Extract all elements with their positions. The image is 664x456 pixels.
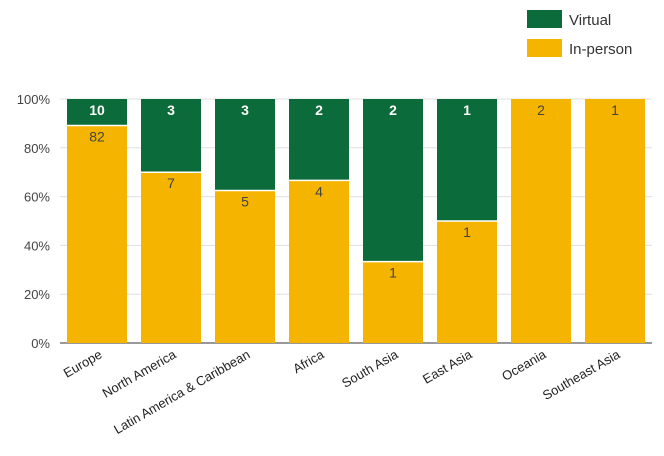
data-label-in-person: 1 <box>611 102 619 118</box>
bar-virtual <box>141 99 201 173</box>
data-label-virtual: 3 <box>167 102 175 118</box>
data-label-in-person: 1 <box>389 265 397 281</box>
bar-virtual <box>215 99 275 191</box>
bar-in-person <box>215 190 275 343</box>
bar-virtual <box>363 99 423 262</box>
bar-in-person <box>289 180 349 343</box>
legend-swatch <box>527 10 562 28</box>
category-label: Latin America & Caribbean <box>111 347 252 437</box>
category-label: Oceania <box>499 346 549 384</box>
y-tick-label: 20% <box>24 287 50 302</box>
data-label-in-person: 5 <box>241 194 249 210</box>
category-label: South Asia <box>339 346 401 390</box>
data-label-virtual: 3 <box>241 102 249 118</box>
bar-virtual <box>289 99 349 181</box>
data-label-in-person: 7 <box>167 175 175 191</box>
y-tick-label: 40% <box>24 238 50 253</box>
data-label-in-person: 4 <box>315 183 323 199</box>
category-label: Africa <box>290 346 327 376</box>
bar-in-person <box>511 99 571 343</box>
bar-in-person <box>363 261 423 343</box>
y-tick-label: 80% <box>24 141 50 156</box>
bar-virtual <box>67 99 127 126</box>
category-label: East Asia <box>420 346 475 386</box>
bar-in-person <box>67 125 127 344</box>
bar-in-person <box>141 172 201 343</box>
data-label-in-person: 2 <box>537 102 545 118</box>
legend-entry: Virtual <box>569 12 611 29</box>
y-tick-label: 0% <box>31 336 50 351</box>
data-label-virtual: 10 <box>89 102 105 118</box>
category-label: Europe <box>61 347 105 381</box>
legend-entry: In-person <box>569 41 632 58</box>
data-label-virtual: 2 <box>389 102 397 118</box>
data-label-virtual: 2 <box>315 102 323 118</box>
legend-swatch <box>527 39 562 57</box>
bars: 10 82 3 7 3 5 2 4 2 1 1 1 2 1 <box>67 99 645 344</box>
category-label: Southeast Asia <box>540 346 623 403</box>
y-tick-label: 100% <box>17 92 51 107</box>
data-label-in-person: 1 <box>463 224 471 240</box>
bar-in-person <box>585 99 645 343</box>
y-tick-label: 60% <box>24 190 50 205</box>
data-label-virtual: 1 <box>463 102 471 118</box>
bar-in-person <box>437 221 497 343</box>
data-label-in-person: 82 <box>89 129 105 145</box>
legend: Virtual In-person <box>527 10 632 58</box>
bar-virtual <box>437 99 497 221</box>
y-axis: 0% 20% 40% 60% 80% 100% <box>17 92 51 351</box>
